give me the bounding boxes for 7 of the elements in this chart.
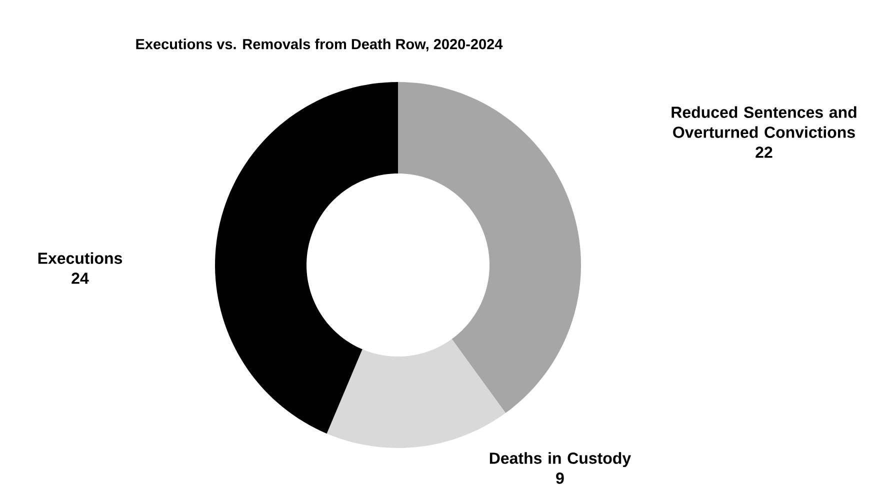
slice-label: Executions: [38, 252, 122, 264]
slice-label: Deaths in Custody: [490, 452, 632, 468]
data-label: 22: [756, 146, 772, 158]
data-label: 24: [72, 272, 89, 284]
chart-title: Executions vs. Removals from Death Row, 2020-2024: [136, 38, 503, 52]
data-label: 9: [556, 472, 564, 484]
slice-label: Reduced Sentences and Overturned Convictions: [672, 106, 856, 138]
